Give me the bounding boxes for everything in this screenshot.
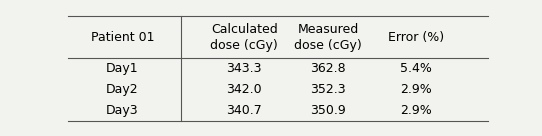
Text: Day3: Day3 [106, 104, 139, 117]
Text: 342.0: 342.0 [227, 83, 262, 96]
Text: Error (%): Error (%) [388, 31, 444, 44]
Text: 343.3: 343.3 [227, 62, 262, 75]
Text: 2.9%: 2.9% [401, 83, 433, 96]
Text: 2.9%: 2.9% [401, 104, 433, 117]
Text: Measured
dose (cGy): Measured dose (cGy) [294, 23, 362, 52]
Text: 5.4%: 5.4% [401, 62, 433, 75]
Text: Day2: Day2 [106, 83, 139, 96]
Text: 350.9: 350.9 [311, 104, 346, 117]
Text: Patient 01: Patient 01 [91, 31, 154, 44]
Text: 362.8: 362.8 [311, 62, 346, 75]
Text: Calculated
dose (cGy): Calculated dose (cGy) [210, 23, 278, 52]
Text: 340.7: 340.7 [227, 104, 262, 117]
Text: Day1: Day1 [106, 62, 139, 75]
Text: 352.3: 352.3 [311, 83, 346, 96]
